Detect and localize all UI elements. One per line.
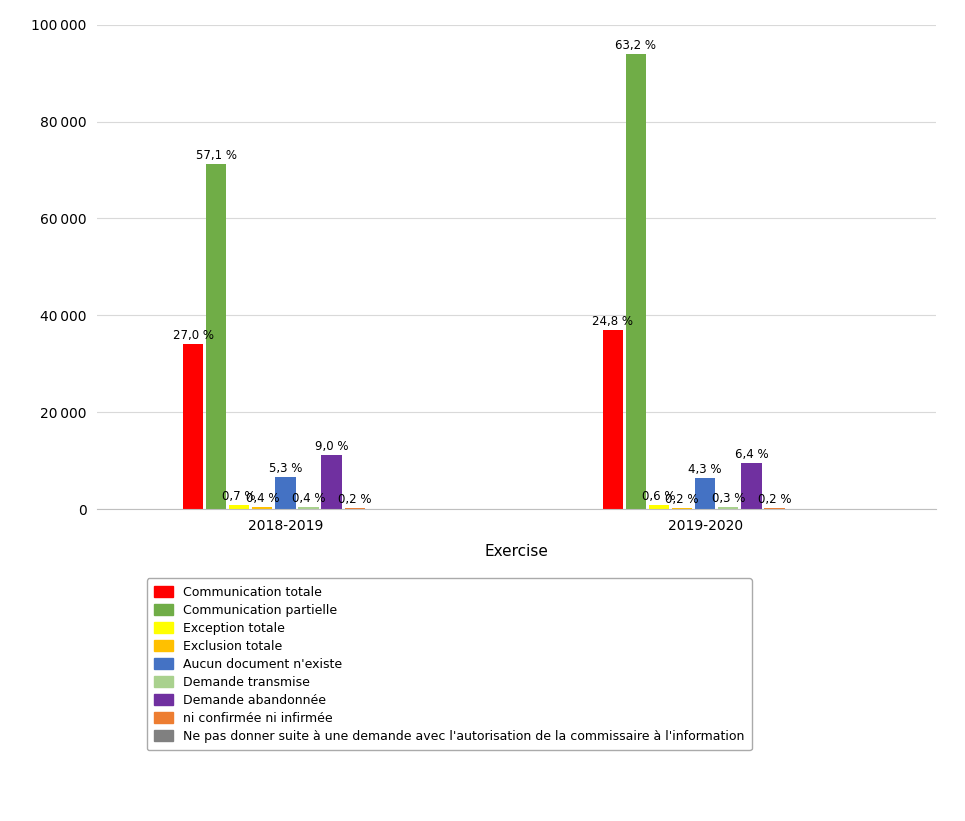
Bar: [648, 505, 669, 509]
Bar: [741, 463, 761, 509]
Text: 5,3 %: 5,3 %: [268, 462, 302, 475]
Bar: [206, 163, 227, 509]
Text: 27,0 %: 27,0 %: [173, 329, 213, 342]
Bar: [229, 505, 249, 509]
Text: 4,3 %: 4,3 %: [688, 463, 722, 476]
Legend: Communication totale, Communication partielle, Exception totale, Exclusion total: Communication totale, Communication part…: [147, 578, 752, 750]
Text: 24,8 %: 24,8 %: [593, 315, 633, 328]
Bar: [625, 53, 647, 509]
Bar: [345, 508, 365, 509]
Text: 0,4 %: 0,4 %: [245, 492, 279, 505]
Bar: [183, 344, 204, 509]
Bar: [672, 507, 692, 509]
Text: 0,6 %: 0,6 %: [643, 490, 676, 502]
Text: 0,2 %: 0,2 %: [338, 493, 372, 506]
Bar: [718, 507, 738, 509]
Text: 0,2 %: 0,2 %: [665, 493, 699, 506]
Text: 0,4 %: 0,4 %: [291, 492, 325, 505]
Text: 0,2 %: 0,2 %: [758, 493, 791, 506]
Text: 6,4 %: 6,4 %: [734, 448, 768, 461]
Text: 0,7 %: 0,7 %: [223, 490, 256, 502]
Bar: [321, 455, 342, 509]
Bar: [603, 330, 623, 509]
Text: 0,3 %: 0,3 %: [711, 492, 745, 505]
Text: 9,0 %: 9,0 %: [315, 439, 348, 452]
Bar: [764, 507, 785, 509]
Text: 57,1 %: 57,1 %: [196, 149, 236, 162]
Bar: [695, 478, 715, 509]
X-axis label: Exercise: Exercise: [484, 544, 548, 559]
Bar: [252, 507, 272, 509]
Bar: [298, 507, 318, 509]
Bar: [275, 477, 295, 509]
Text: 63,2 %: 63,2 %: [616, 39, 656, 52]
